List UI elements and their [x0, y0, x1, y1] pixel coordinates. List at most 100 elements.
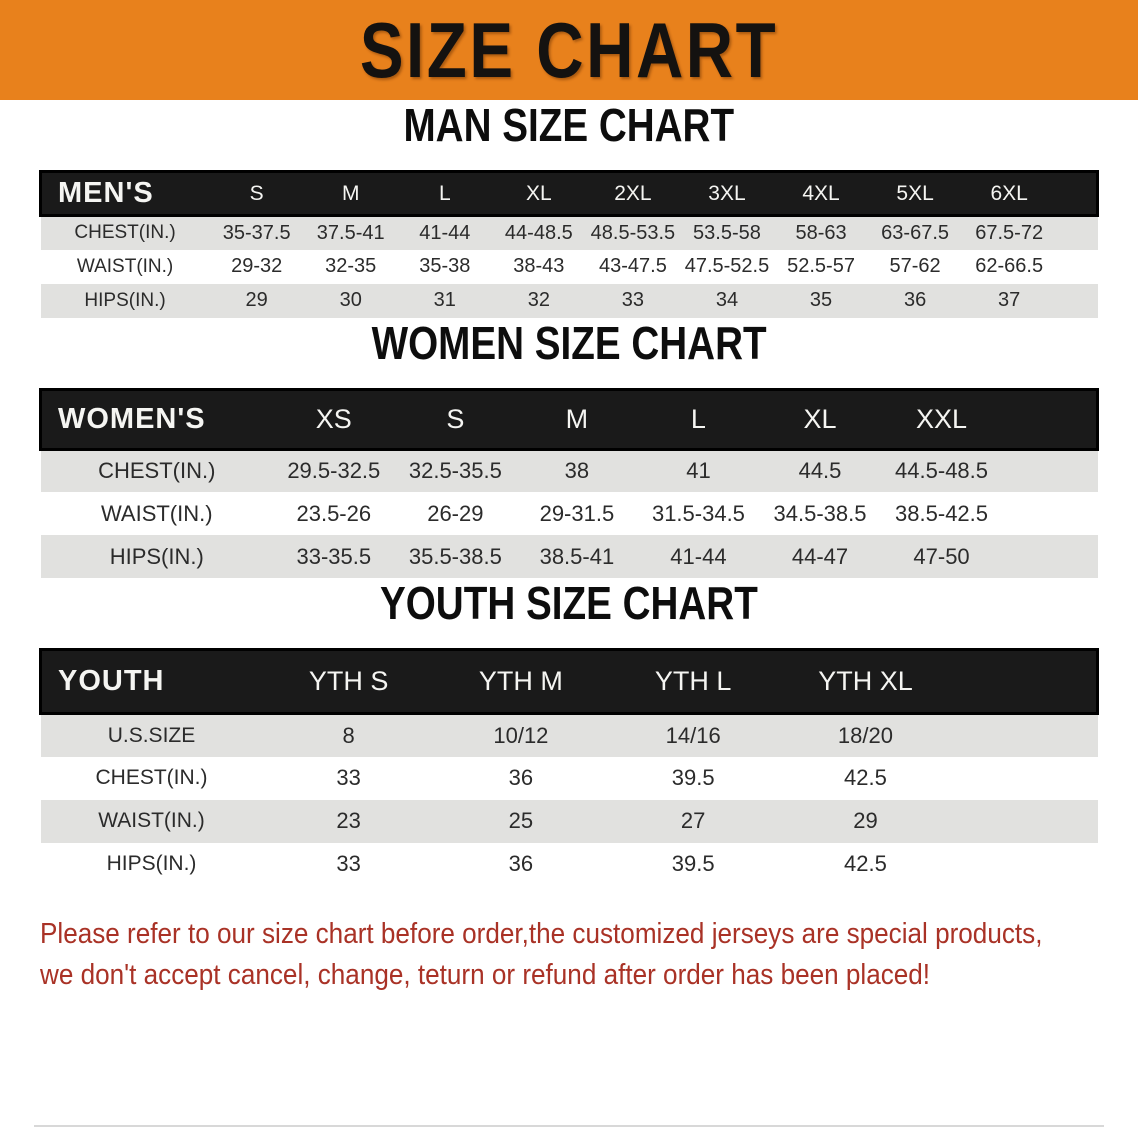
table-cell: 58-63	[795, 221, 847, 244]
women-section-heading: WOMEN SIZE CHART	[0, 318, 1138, 368]
size-column-header: XS	[273, 387, 395, 451]
table-cell: 47-50	[913, 543, 970, 569]
table-cell: 32-35	[325, 255, 377, 277]
table-cell: 53.5-58	[693, 221, 761, 244]
table-cell: 57-62	[889, 255, 941, 277]
table-cell: 36	[508, 851, 534, 876]
table-cell: 38.5-41	[539, 543, 615, 569]
row-label: CHEST(IN.)	[74, 222, 176, 244]
men-size-table: MEN'S S M L XL 2XL 3XL 4XL 5XL 6XL CHEST(IN.) 35-…	[38, 170, 1100, 318]
table-cell: 23.5-26	[296, 500, 372, 526]
table-cell: 35-38	[419, 255, 471, 277]
table-cell: 52.5-57	[787, 255, 855, 277]
men-header-label: MEN'S	[38, 170, 210, 217]
table-cell: 43-47.5	[598, 255, 667, 277]
spacer-cell	[1002, 387, 1100, 451]
women-size-table: WOMEN'S XS S M L XL XXL CHEST(IN.) 29.5-32.5 32…	[39, 387, 1100, 578]
table-cell: 39.5	[671, 765, 715, 790]
man-size-chart-section: MAN SIZE CHART MEN'S S M L XL 2XL 3XL 4XL 5XL 6X…	[0, 100, 1138, 318]
women-size-chart-section: WOMEN SIZE CHART WOMEN'S XS S M L XL XXL CHES…	[0, 318, 1138, 578]
man-section-heading-text: MAN SIZE CHART	[403, 99, 735, 151]
table-cell: 63-67.5	[881, 221, 950, 244]
table-row: WAIST(IN.) 23.5-26 26-29 29-31.5 31.5-34.5 34…	[40, 492, 1098, 535]
man-section-heading: MAN SIZE CHART	[0, 100, 1138, 150]
table-cell: 48.5-53.5	[590, 221, 676, 244]
size-column-header: YTH M	[434, 648, 608, 715]
table-cell: 39.5	[671, 851, 715, 876]
row-label: WAIST(IN.)	[98, 809, 205, 832]
size-column-header: YTH S	[262, 648, 435, 715]
spacer-cell	[1002, 535, 1097, 578]
table-cell: 33	[336, 851, 361, 876]
row-label: HIPS(IN.)	[84, 289, 166, 311]
table-cell: 35.5-38.5	[408, 543, 502, 569]
table-cell: 29	[853, 808, 878, 833]
footer-disclaimer-line1: Please refer to our size chart before or…	[40, 917, 1043, 950]
table-cell: 33	[621, 289, 645, 311]
table-row: U.S.SIZE 8 10/12 14/16 18/20	[40, 713, 1098, 757]
size-column-header: 2XL	[585, 170, 680, 217]
spacer-cell	[952, 714, 1098, 757]
size-column-header: YTH L	[607, 648, 780, 715]
table-cell: 27	[680, 808, 706, 833]
size-column-header: 6XL	[962, 170, 1057, 217]
row-label: U.S.SIZE	[107, 723, 196, 747]
size-column-header: 3XL	[679, 170, 774, 217]
table-cell: 31	[433, 289, 456, 311]
women-header-label: WOMEN'S	[39, 387, 274, 451]
spacer-cell	[952, 800, 1098, 843]
size-chart-banner: SIZE CHART	[0, 0, 1138, 100]
table-cell: 10/12	[493, 722, 549, 748]
table-cell: 44.5	[798, 458, 842, 484]
table-row: HIPS(IN.) 33-35.5 35.5-38.5 38.5-41 41-44 44-…	[40, 535, 1098, 578]
table-cell: 8	[342, 722, 355, 748]
table-cell: 62-66.5	[975, 255, 1044, 277]
table-row: HIPS(IN.) 33 36 39.5 42.5	[40, 842, 1098, 886]
table-cell: 38-43	[513, 255, 565, 277]
table-cell: 29-32	[231, 255, 283, 277]
spacer-cell	[1002, 492, 1097, 535]
row-label: CHEST(IN.)	[95, 766, 208, 789]
table-cell: 67.5-72	[975, 221, 1044, 244]
table-cell: 41-44	[670, 543, 727, 569]
table-cell: 23	[336, 808, 361, 833]
spacer-cell	[1056, 216, 1097, 250]
size-column-header: M	[303, 170, 398, 217]
size-column-header: 4XL	[774, 170, 869, 217]
size-column-header: L	[637, 387, 760, 451]
table-cell: 25	[508, 808, 534, 833]
table-cell: 30	[339, 289, 362, 311]
table-cell: 47.5-52.5	[684, 255, 770, 277]
size-column-header: XL	[759, 387, 881, 451]
table-row: CHEST(IN.) 29.5-32.5 32.5-35.5 38 41 44.5 44.5…	[40, 449, 1098, 492]
spacer-cell	[1056, 170, 1100, 217]
table-cell: 33-35.5	[296, 543, 372, 569]
row-label: WAIST(IN.)	[76, 255, 174, 277]
youth-section-heading: YOUTH SIZE CHART	[0, 578, 1138, 628]
table-cell: 36	[508, 765, 534, 790]
table-cell: 42.5	[844, 765, 887, 790]
table-cell: 31.5-34.5	[651, 500, 745, 526]
youth-header-label: YOUTH	[39, 648, 263, 715]
footer-disclaimer-line2: we don't accept cancel, change, teturn o…	[40, 958, 931, 991]
table-cell: 42.5	[844, 851, 887, 876]
page-title-text: SIZE CHART	[359, 6, 779, 94]
table-row: WAIST(IN.) 29-32 32-35 35-38 38-43 43-47.5 47.…	[40, 249, 1098, 284]
size-column-header: M	[516, 387, 638, 451]
row-label: WAIST(IN.)	[100, 500, 213, 526]
size-column-header: 5XL	[868, 170, 963, 217]
table-row: WAIST(IN.) 23 25 27 29	[40, 799, 1098, 843]
table-cell: 44.5-48.5	[895, 458, 989, 484]
table-cell: 34.5-38.5	[773, 500, 867, 526]
table-cell: 14/16	[665, 722, 721, 748]
footer-disclaimer: Please refer to our size chart before or…	[40, 914, 1138, 996]
table-cell: 38	[564, 458, 590, 484]
row-label: HIPS(IN.)	[109, 543, 204, 569]
youth-header-row: YOUTH YTH S YTH M YTH L YTH XL	[39, 648, 1099, 715]
table-cell: 18/20	[837, 722, 893, 748]
spacer-cell	[1002, 449, 1097, 492]
table-cell: 35	[809, 289, 833, 311]
youth-section-heading-text: YOUTH SIZE CHART	[380, 577, 758, 629]
table-cell: 33	[336, 765, 361, 790]
size-column-header: S	[394, 387, 517, 451]
